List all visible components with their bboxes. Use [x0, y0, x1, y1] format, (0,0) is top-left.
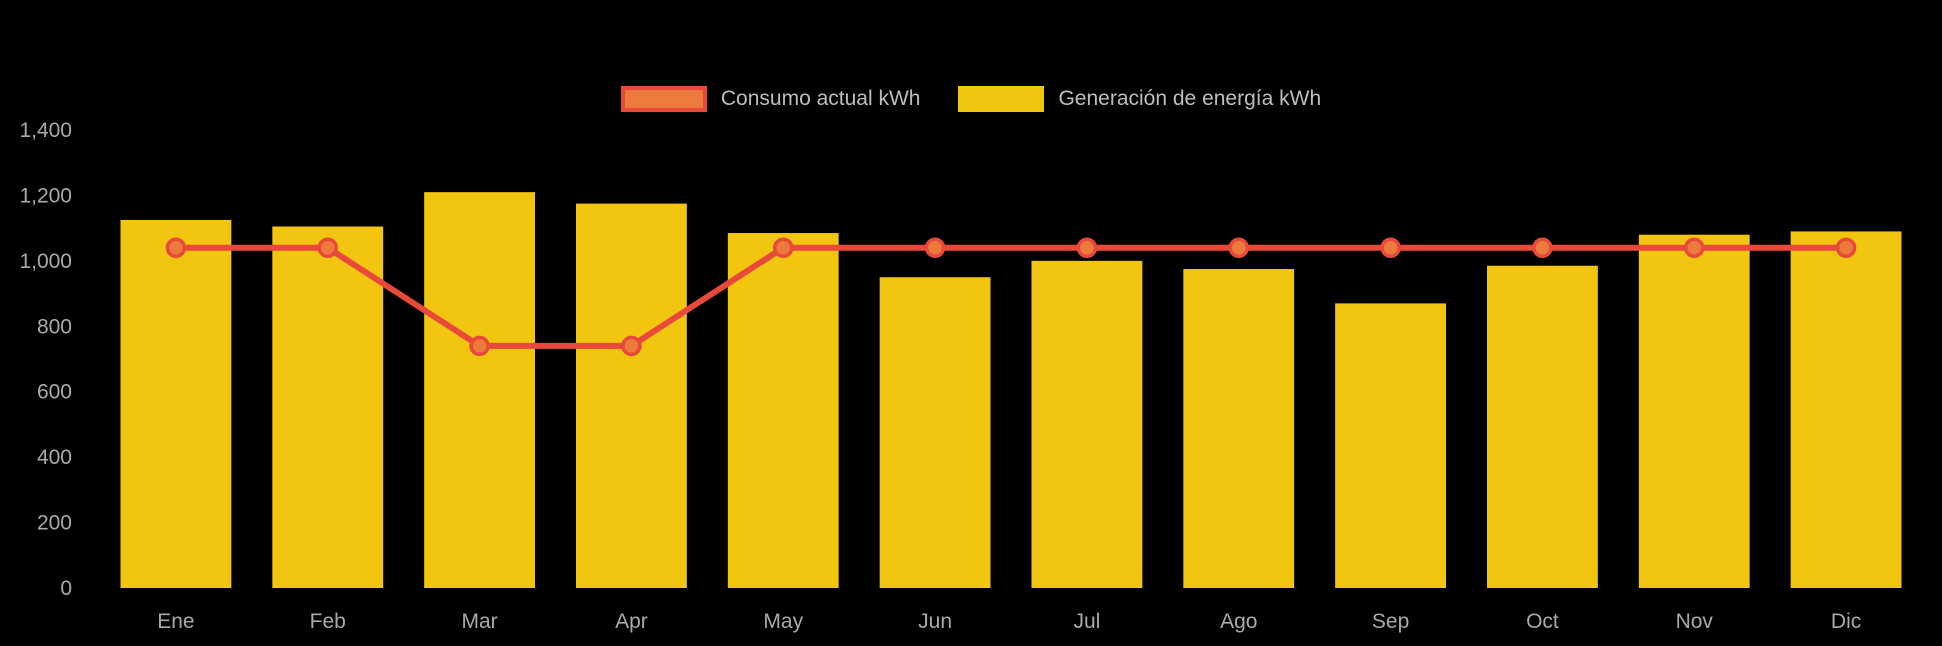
bar-Dic[interactable]: [1790, 231, 1902, 588]
legend-swatch-consumo: [620, 86, 707, 112]
bar-Nov[interactable]: [1638, 234, 1750, 588]
y-tick-label: 1,000: [19, 250, 72, 273]
y-tick-label: 200: [37, 512, 72, 535]
x-tick-label: May: [763, 610, 803, 633]
y-tick-label: 1,400: [19, 119, 72, 142]
y-tick-label: 0: [60, 577, 72, 600]
x-tick-label: Feb: [310, 610, 346, 633]
legend-item-generacion[interactable]: Generación de energía kWh: [958, 86, 1321, 112]
y-tick-label: 800: [37, 315, 72, 338]
x-tick-label: Dic: [1831, 610, 1861, 633]
x-tick-label: Jun: [918, 610, 952, 633]
x-tick-label: Oct: [1526, 610, 1559, 633]
consumo-point-Oct[interactable]: [1532, 237, 1553, 259]
consumo-point-Jul[interactable]: [1076, 237, 1098, 259]
x-tick-label: Nov: [1676, 610, 1714, 633]
bar-Jun[interactable]: [879, 277, 991, 588]
chart-legend: Consumo actual kWh Generación de energía…: [0, 86, 1942, 112]
bar-Sep[interactable]: [1335, 303, 1447, 588]
consumo-point-Nov[interactable]: [1684, 237, 1705, 259]
x-tick-label: Sep: [1372, 610, 1409, 633]
x-tick-label: Ago: [1220, 610, 1257, 633]
consumo-point-Mar[interactable]: [469, 335, 490, 357]
legend-label-generacion: Generación de energía kWh: [1058, 87, 1322, 110]
consumo-point-Dic[interactable]: [1835, 237, 1857, 259]
y-tick-label: 600: [37, 381, 72, 404]
consumo-point-Jun[interactable]: [924, 237, 946, 259]
bar-Ago[interactable]: [1183, 269, 1295, 588]
x-tick-label: Apr: [615, 610, 648, 633]
consumo-point-May[interactable]: [773, 237, 794, 259]
x-tick-label: Ene: [157, 610, 194, 633]
consumo-point-Feb[interactable]: [317, 237, 338, 259]
consumo-point-Ago[interactable]: [1228, 237, 1249, 259]
x-tick-label: Jul: [1073, 610, 1100, 633]
bar-May[interactable]: [727, 233, 839, 589]
consumo-point-Sep[interactable]: [1380, 237, 1401, 259]
y-tick-label: 1,200: [19, 184, 72, 207]
legend-swatch-generacion: [958, 86, 1045, 112]
bar-Apr[interactable]: [575, 203, 687, 588]
bar-Feb[interactable]: [272, 226, 384, 588]
consumo-line: [172, 244, 1850, 349]
y-tick-label: 400: [37, 446, 72, 469]
bar-Jul[interactable]: [1031, 260, 1143, 588]
legend-label-consumo: Consumo actual kWh: [720, 87, 921, 110]
bar-Mar[interactable]: [424, 192, 536, 588]
legend-item-consumo[interactable]: Consumo actual kWh: [620, 86, 921, 112]
consumo-point-Apr[interactable]: [621, 335, 642, 357]
bar-Ene[interactable]: [120, 219, 232, 588]
consumo-point-Ene[interactable]: [165, 237, 187, 259]
bar-Oct[interactable]: [1486, 265, 1598, 588]
x-tick-label: Mar: [461, 610, 497, 633]
